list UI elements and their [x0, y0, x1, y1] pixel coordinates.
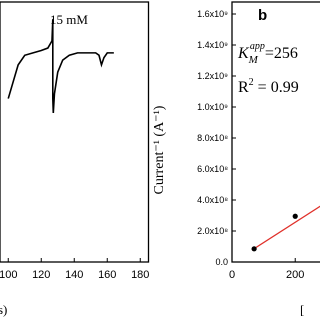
r2-r: R [238, 79, 249, 96]
x-axis-label: [ [300, 302, 304, 317]
y-tick-label: 1.2x10⁹ [197, 71, 228, 81]
x-tick-label: 0 [229, 269, 235, 281]
plot-frame [231, 1, 320, 263]
km-sub: M [248, 54, 259, 66]
y-tick-label: 8.0x10⁸ [197, 133, 228, 143]
fit-line [251, 205, 320, 251]
point [251, 246, 257, 252]
line [7, 19, 114, 114]
km-text: KMapp=256 [237, 41, 298, 66]
x-tick-label: 140 [65, 269, 83, 281]
km-sup: app [250, 41, 265, 52]
y-tick-label: 2.0x10⁸ [197, 226, 228, 236]
point [292, 213, 298, 219]
y-tick-label: 1.0x10⁹ [197, 102, 228, 112]
r2-sup: 2 [249, 77, 254, 88]
r2-text: R2 = 0.99 [238, 77, 299, 96]
y-axis-label: Current⁻¹ (A⁻¹) [152, 105, 167, 194]
y-tick-label: 1.4x10⁹ [197, 40, 228, 50]
km-value: =256 [265, 45, 298, 62]
km-k: K [237, 45, 250, 62]
panel-label: b [258, 7, 267, 24]
x-tick-label: 200 [286, 269, 304, 281]
y-tick-label: 0.0 [215, 257, 228, 267]
x-axis-label: s) [0, 302, 7, 317]
annotation: 15 mM [50, 12, 88, 27]
x-tick-label: 100 [0, 269, 17, 281]
y-tick-label: 1.6x10⁹ [197, 9, 228, 19]
y-tick-label: 6.0x10⁸ [197, 164, 228, 174]
x-tick-label: 160 [98, 269, 116, 281]
x-tick-label: 180 [131, 269, 149, 281]
x-tick-label: 120 [32, 269, 50, 281]
y-tick-label: 4.0x10⁸ [197, 195, 228, 205]
plot-frame [0, 1, 150, 263]
r2-value: = 0.99 [254, 79, 299, 96]
